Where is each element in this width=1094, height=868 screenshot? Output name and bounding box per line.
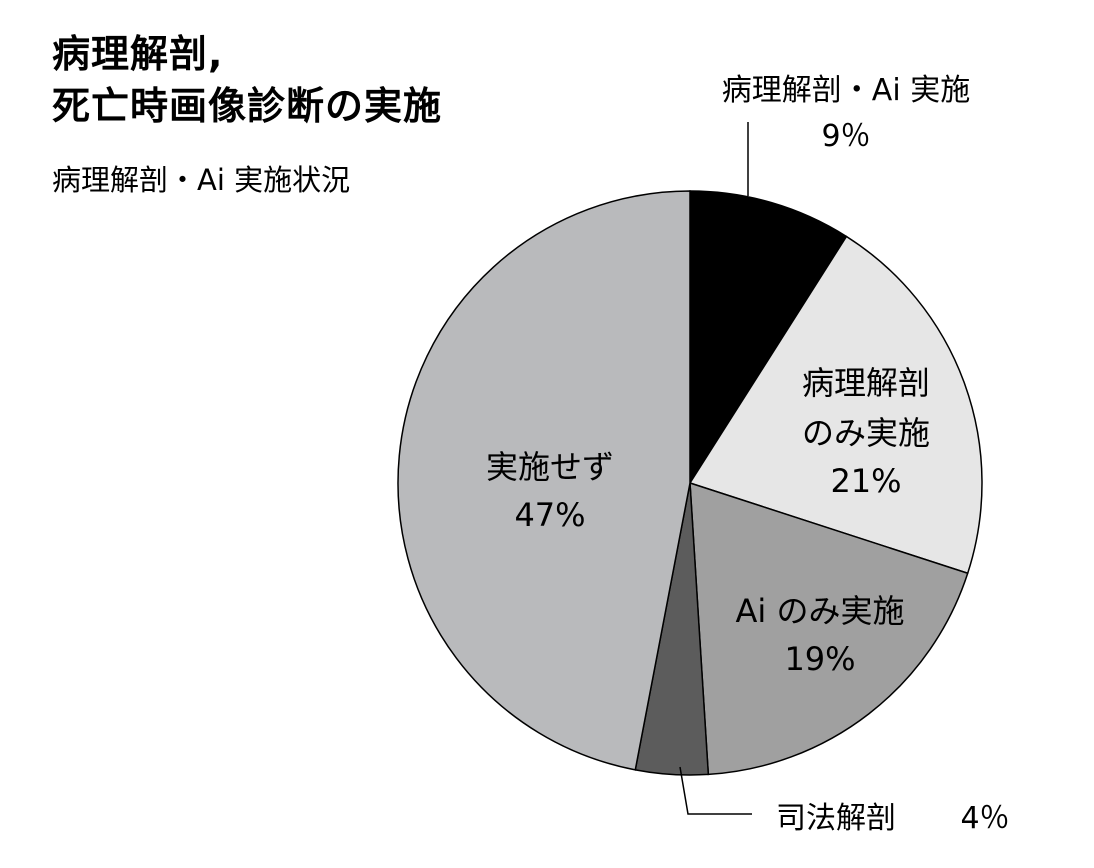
leader-line [679, 766, 752, 815]
chart-title-line1: 病理解剖, [52, 32, 224, 76]
pie-slice [397, 190, 691, 771]
slice-label: 病理解剖・Ai 実施 [722, 73, 970, 108]
chart-title-line2: 死亡時画像診断の実施 [52, 84, 443, 128]
slice-value-label: 19% [784, 640, 855, 678]
slice-value-label: 4％ [960, 801, 1009, 836]
slice-label: 司法解剖 [776, 801, 896, 836]
pie-slice [689, 190, 848, 486]
slice-label: 実施せず [486, 448, 614, 486]
chart-subtitle: 病理解剖・Ai 実施状況 [52, 163, 351, 197]
slice-value-label: 21% [830, 462, 901, 500]
pie-slice [689, 481, 969, 776]
pie-slice [688, 235, 983, 575]
slice-label: 病理解剖 [802, 364, 930, 402]
slice-value-label: 47% [514, 496, 585, 534]
slice-label: のみ実施 [802, 414, 930, 452]
slice-value-label: 9％ [821, 119, 870, 154]
slice-label: Ai のみ実施 [736, 592, 905, 630]
chart-title: 病理解剖, 死亡時画像診断の実施 [52, 28, 442, 132]
